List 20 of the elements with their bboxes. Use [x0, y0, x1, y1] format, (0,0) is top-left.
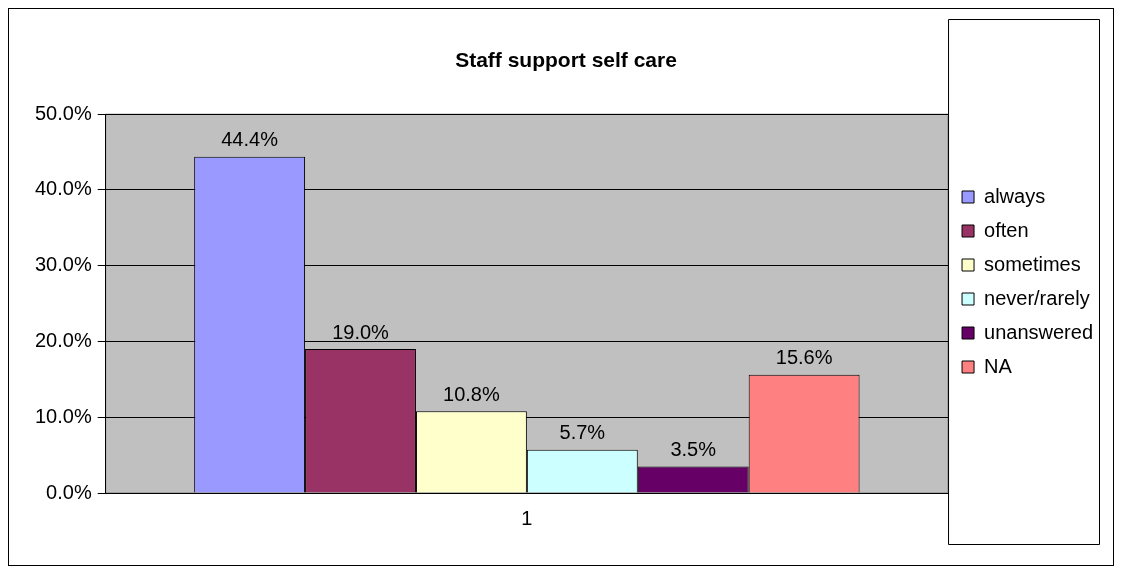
data-label: 3.5% [670, 438, 717, 460]
data-label: 44.4% [221, 128, 279, 151]
y-tick-label: 10.0% [34, 404, 92, 427]
data-label: 5.7% [559, 421, 606, 444]
legend-label: sometimes [984, 252, 1081, 275]
x-tick-label: 1 [521, 506, 533, 529]
y-tick-label: 30.0% [34, 253, 92, 276]
data-label: 15.6% [775, 346, 833, 369]
y-tick-label: 0.0% [46, 480, 92, 503]
y-tick-label: 40.0% [34, 177, 92, 200]
legend-label: unanswered [984, 320, 1093, 343]
data-label: 19.0% [332, 320, 390, 343]
legend-label: always [984, 184, 1046, 207]
y-tick-label: 20.0% [34, 329, 92, 351]
y-tick-label: 50.0% [34, 101, 92, 124]
data-label: 10.8% [443, 382, 500, 405]
legend-label: NA [984, 354, 1013, 377]
chart-title: Staff support self care [455, 48, 677, 72]
legend-label: often [984, 218, 1029, 241]
legend-label: never/rarely [984, 286, 1090, 309]
